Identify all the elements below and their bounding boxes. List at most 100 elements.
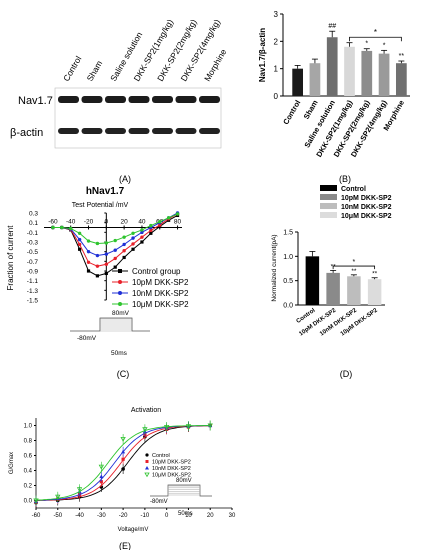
blot-band-nav17 [199,96,220,103]
chart-b-ytick-label: 2 [274,37,279,46]
chart-c-legend-label: 10μM DKK-SP2 [132,300,189,309]
chart-b-xtick-label: Sham [302,98,320,120]
panel-letter-e: (E) [119,541,131,550]
chart-d-legend-label: 10μM DKK-SP2 [341,213,392,220]
blot-band-nav17 [81,96,103,103]
panel-a-blot: Control Sham Saline solutionDKK-SP2(1mg/kg… [10,17,229,184]
blot-band-bactin [128,128,150,134]
chart-c-point [86,260,91,264]
chart-c-point [149,228,153,233]
chart-e-legend-label: 10pM DKK-SP2 [152,460,191,466]
chart-d-ytick-label: 1.5 [283,230,293,237]
chart-d-ytick-label: 0.0 [283,303,293,310]
chart-c-point [149,223,153,228]
chart-c-point [104,252,109,256]
chart-b-ytick-label: 0 [274,92,279,101]
chart-c-ytick-label: -1.3 [27,288,39,295]
chart-e-xlabel: Voltage/mV [118,527,149,533]
chart-e-legend-label: 10nM DKK-SP2 [152,466,191,472]
chart-e-point [76,487,83,493]
chart-c-ytick-label: -0.5 [27,249,39,256]
chart-e-legend-marker [144,472,150,478]
chart-c-point [131,247,135,251]
chart-c-legend-marker [118,302,122,306]
blot-lane-label: Morphine [202,47,229,83]
chart-d-legend-swatch [320,212,337,218]
chart-e-xtick-label: -30 [97,513,106,519]
chart-c-xtick-label: -20 [84,219,94,226]
chart-c-point [69,226,73,231]
chart-b-bar [344,46,355,96]
chart-c-point [113,238,117,243]
chart-e-xtick-label: 30 [229,513,236,519]
blot-band-bactin [175,128,197,134]
chart-b-sig: * [365,41,368,48]
chart-c-ytick-label: -0.7 [27,259,39,266]
chart-e-xtick-label: -20 [119,513,128,519]
chart-c-point [95,241,100,246]
chart-e-xtick-label: -60 [32,513,41,519]
chart-c-ytick-label: -1.1 [27,278,39,285]
chart-e-ytick-label: 0.2 [24,484,33,490]
chart-e-title: Activation [131,407,161,414]
chart-e-point [207,423,213,429]
chart-d-bracket-sig: * [353,259,356,266]
chart-e-ytick-label: 0.6 [24,454,33,460]
chart-e-xtick-label: -40 [75,513,84,519]
chart-e-xtick-label: 20 [207,513,214,519]
chart-c-point [131,242,135,246]
chart-c-point [140,235,144,239]
chart-d-ytick-label: 0.5 [283,278,293,285]
chart-e-legend-marker [145,460,149,463]
panel-letter-b: (B) [339,174,351,184]
chart-e-xtick-label: -50 [53,513,62,519]
chart-e-point [99,480,103,484]
chart-e-point [120,437,126,442]
chart-b-bracket [349,36,402,42]
chart-c-point [78,247,82,251]
chart-e-ytick-label: 1.0 [24,424,33,430]
chart-c-point [158,223,162,227]
blot-band-bactin [199,128,220,134]
chart-e-point [33,498,39,504]
chart-c-legend-label: Control group [132,267,181,276]
panel-e-chart: Activation Voltage/mV (E) -60 -50 -40 -30 -2… [9,407,236,550]
chart-e-xtick-label: 10 [185,513,192,519]
chart-c-point [86,269,91,273]
chart-e-point [98,464,105,470]
chart-d-legend-label: 10nM DKK-SP2 [341,204,392,211]
chart-e-protocol-bottom: 50ms [178,511,193,517]
chart-c-point [140,228,144,232]
chart-c-point [77,237,82,242]
chart-c-legend-marker [118,269,122,273]
chart-d-legend-swatch [320,194,337,200]
chart-b-ytick-label: 1 [274,65,279,74]
chart-c-xtick-label: 40 [138,219,146,226]
blot-band-nav17 [128,96,150,103]
chart-d-ylabel: Normalized current(pA) [271,234,278,301]
chart-b-ytick-label: 3 [274,10,279,19]
chart-c-legend-marker [118,280,122,284]
chart-c-point [104,241,109,245]
chart-b-bar [361,50,373,96]
chart-e-point [121,449,126,454]
chart-c-point [140,230,144,235]
chart-c-point [122,255,126,260]
chart-c-protocol-line [70,317,150,332]
chart-c-point [175,212,180,216]
chart-c-ytick-label: 0.1 [29,220,38,227]
chart-b-bar [326,37,338,96]
chart-d-bracket [332,265,376,270]
chart-e-point [185,424,192,430]
chart-d-xtick-label: 10μM DKK-SP2 [340,307,379,337]
blot-band-bactin [152,128,173,134]
chart-e-ytick-label: 0.8 [24,439,33,445]
blot-row-bactin: β-actin [10,127,43,139]
chart-b-sig: * [383,42,386,49]
chart-c-protocol-top: 80mV [112,310,130,317]
blot-band-nav17 [175,96,197,103]
chart-c-point [113,265,117,269]
chart-b-bar [378,53,390,96]
chart-c-legend-label: 10pM DKK-SP2 [132,278,189,287]
chart-b-xtick-label: Control [281,99,302,127]
